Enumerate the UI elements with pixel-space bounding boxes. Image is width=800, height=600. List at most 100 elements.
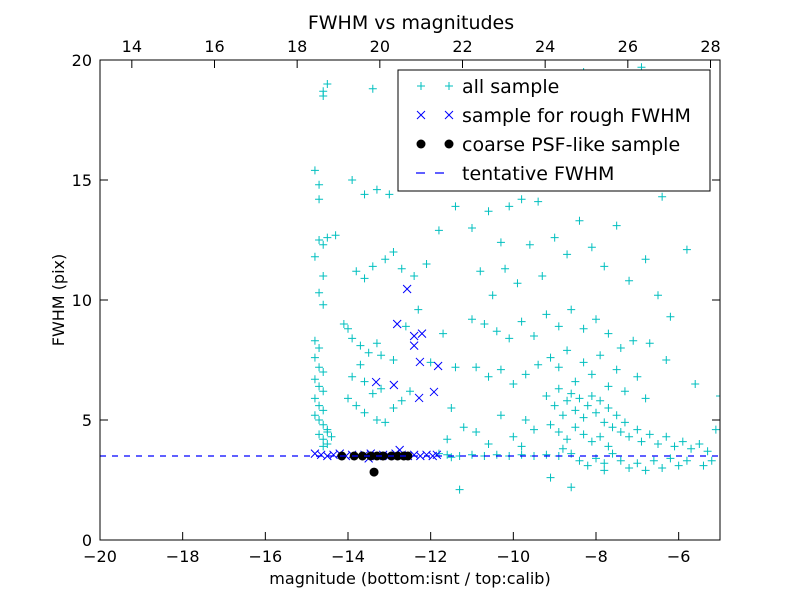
- all-sample-point: [674, 461, 683, 470]
- y-tick-label: 10: [72, 291, 92, 310]
- all-sample-point: [517, 450, 526, 459]
- all-sample-point: [310, 411, 319, 420]
- all-sample-point: [558, 411, 567, 420]
- all-sample-point: [339, 320, 348, 328]
- legend-marker-coarse-psf: [444, 139, 454, 149]
- coarse-psf-like-sample-point: [393, 451, 403, 461]
- all-sample-point: [567, 305, 576, 314]
- all-sample-point: [468, 224, 476, 232]
- top-x-tick-label: 20: [370, 37, 390, 56]
- x-tick-label: −20: [83, 547, 117, 566]
- all-sample-point: [633, 425, 642, 434]
- all-sample-point: [604, 329, 613, 338]
- legend-marker-coarse-psf: [416, 139, 426, 149]
- all-sample-point: [587, 370, 596, 379]
- all-sample-point: [315, 288, 324, 297]
- legend-label-rough-fwhm: sample for rough FWHM: [462, 105, 691, 127]
- all-sample-point: [496, 365, 505, 374]
- all-sample-point: [410, 272, 419, 280]
- all-sample-point: [641, 466, 650, 475]
- all-sample-point: [616, 428, 625, 436]
- all-sample-point: [563, 396, 572, 405]
- coarse-psf-like-sample-point: [357, 451, 367, 461]
- all-sample-point: [323, 428, 332, 436]
- all-sample-point: [406, 387, 414, 396]
- all-sample-point: [344, 324, 352, 333]
- all-sample-point: [658, 192, 667, 201]
- all-sample-point: [691, 380, 700, 388]
- all-sample-point: [666, 454, 675, 463]
- all-sample-point: [381, 255, 390, 264]
- chart-title: FWHM vs magnitudes: [308, 12, 514, 34]
- all-sample-point: [567, 389, 576, 398]
- all-sample-point: [459, 423, 468, 432]
- top-x-tick-label: 14: [122, 37, 142, 56]
- all-sample-point: [517, 195, 526, 204]
- x-tick-label: −10: [496, 547, 530, 566]
- all-sample-point: [546, 420, 555, 429]
- top-x-tick-label: 22: [452, 37, 472, 56]
- all-sample-point: [344, 394, 352, 403]
- all-sample-point: [509, 380, 518, 388]
- all-sample-point: [542, 310, 551, 319]
- y-tick-label: 0: [82, 531, 92, 550]
- all-sample-point: [323, 233, 332, 242]
- all-sample-point: [534, 360, 543, 369]
- all-sample-point: [608, 423, 617, 432]
- all-sample-point: [600, 466, 609, 475]
- all-sample-point: [550, 401, 559, 410]
- all-sample-point: [616, 456, 625, 465]
- all-sample-point: [707, 456, 716, 465]
- sample-for-rough-fwhm-point: [417, 329, 427, 338]
- all-sample-point: [397, 396, 406, 405]
- all-sample-point: [377, 384, 386, 393]
- all-sample-point: [443, 450, 452, 459]
- all-sample-point: [389, 356, 398, 364]
- all-sample-point: [492, 450, 501, 459]
- coarse-psf-like-sample-point: [403, 451, 413, 461]
- x-tick-label: −16: [248, 547, 282, 566]
- all-sample-point: [319, 406, 328, 415]
- all-sample-point: [455, 485, 464, 494]
- all-sample-point: [662, 432, 671, 441]
- all-sample-point: [563, 435, 572, 444]
- all-sample-point: [315, 430, 324, 439]
- all-sample-point: [703, 447, 712, 456]
- x-tick-label: −12: [414, 547, 448, 566]
- all-sample-point: [319, 368, 328, 376]
- coarse-psf-like-sample-point: [369, 467, 379, 477]
- all-sample-point: [488, 291, 497, 300]
- all-sample-point: [592, 408, 600, 417]
- all-sample-point: [372, 416, 381, 424]
- all-sample-point: [331, 231, 340, 240]
- all-sample-point: [695, 440, 704, 448]
- all-sample-point: [620, 418, 629, 427]
- all-sample-point: [587, 437, 596, 446]
- all-sample-point: [711, 425, 720, 434]
- all-sample-point: [682, 245, 691, 254]
- all-sample-point: [583, 461, 592, 470]
- all-sample-point: [546, 473, 555, 482]
- top-x-tick-label: 18: [287, 37, 307, 56]
- all-sample-point: [368, 262, 377, 271]
- all-sample-point: [372, 185, 381, 194]
- all-sample-point: [348, 372, 357, 381]
- sample-for-rough-fwhm-point: [432, 450, 442, 460]
- all-sample-point: [546, 353, 555, 362]
- all-sample-point: [319, 420, 328, 429]
- all-sample-point: [654, 440, 662, 448]
- all-sample-point: [360, 408, 369, 417]
- all-sample-point: [310, 375, 319, 384]
- coarse-psf-like-sample-point: [366, 451, 376, 461]
- all-sample-point: [389, 404, 398, 412]
- all-sample-point: [368, 84, 377, 93]
- sample-for-rough-fwhm-point: [389, 380, 399, 390]
- all-sample-point: [658, 464, 667, 472]
- y-tick-label: 20: [72, 51, 92, 70]
- legend-label-tentative-fwhm: tentative FWHM: [462, 163, 614, 185]
- all-sample-point: [633, 372, 642, 381]
- all-sample-point: [600, 262, 609, 271]
- sample-for-rough-fwhm-point: [415, 357, 425, 367]
- all-sample-point: [633, 459, 642, 468]
